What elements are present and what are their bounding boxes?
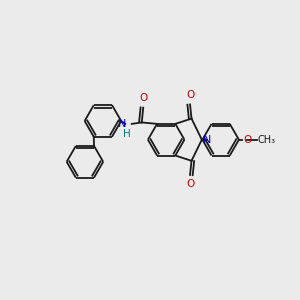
Text: O: O xyxy=(186,90,194,100)
Text: O: O xyxy=(139,93,147,103)
Text: H: H xyxy=(123,129,130,139)
Text: N: N xyxy=(203,135,211,145)
Text: O: O xyxy=(243,135,252,145)
Text: O: O xyxy=(186,179,194,189)
Text: CH₃: CH₃ xyxy=(257,135,276,145)
Text: N: N xyxy=(118,119,126,129)
